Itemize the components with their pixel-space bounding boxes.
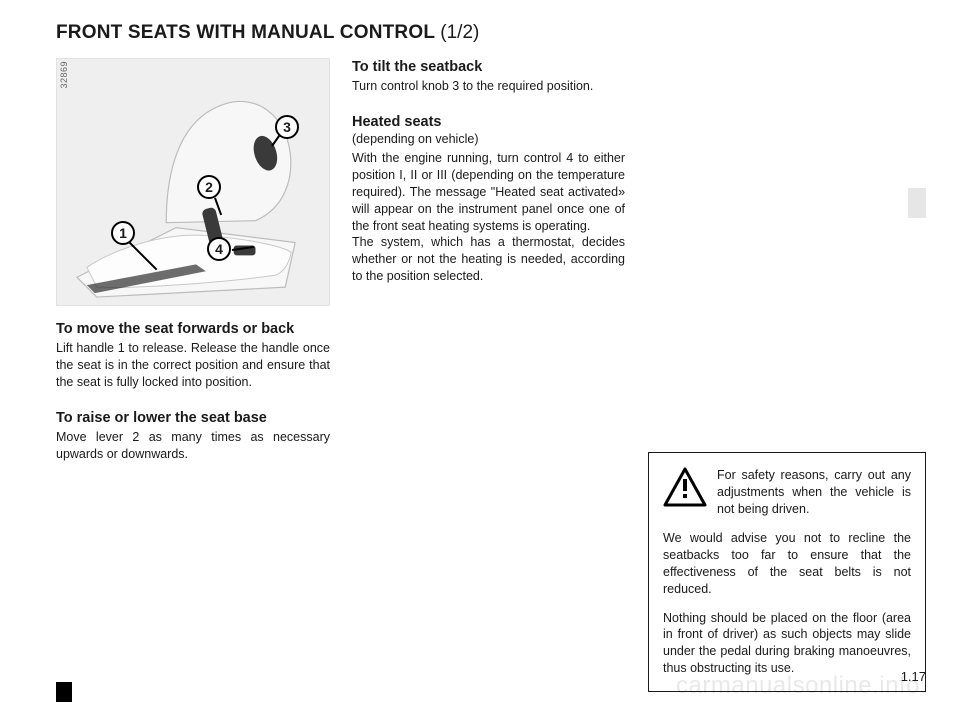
warning-p1: For safety reasons, carry out any adjust…: [717, 467, 911, 518]
page-title-suffix: (1/2): [440, 22, 479, 43]
section-body-heated: With the engine running, turn control 4 …: [352, 150, 625, 285]
callout-2: 2: [197, 175, 221, 199]
callout-4: 4: [207, 237, 231, 261]
warning-first-row: For safety reasons, carry out any adjust…: [663, 467, 911, 518]
column-left: 32869 1: [56, 58, 330, 692]
column-right: For safety reasons, carry out any adjust…: [647, 58, 926, 692]
column-middle: To tilt the seatback Turn control knob 3…: [352, 58, 625, 692]
section-title-heated: Heated seats: [352, 113, 625, 131]
figure-tag: 32869: [59, 61, 69, 89]
section-body-move: Lift handle 1 to release. Release the ha…: [56, 340, 330, 391]
footer-mark: [56, 682, 72, 702]
side-tab: [908, 188, 926, 218]
seat-illustration: [57, 59, 329, 305]
page-title: FRONT SEATS WITH MANUAL CONTROL (1/2): [56, 22, 926, 44]
warning-p2: We would advise you not to recline the s…: [663, 530, 911, 598]
warning-triangle-icon: [663, 467, 707, 507]
page-title-main: FRONT SEATS WITH MANUAL CONTROL: [56, 22, 440, 43]
section-body-raise: Move lever 2 as many times as necessary …: [56, 429, 330, 463]
columns: 32869 1: [56, 58, 926, 692]
warning-p3: Nothing should be placed on the floor (a…: [663, 610, 911, 678]
section-body-tilt: Turn control knob 3 to the required posi…: [352, 78, 625, 95]
page-container: FRONT SEATS WITH MANUAL CONTROL (1/2) 32…: [0, 0, 960, 710]
seat-diagram: 32869 1: [56, 58, 330, 306]
section-title-raise: To raise or lower the seat base: [56, 409, 330, 427]
section-title-tilt: To tilt the seatback: [352, 58, 625, 76]
callout-1: 1: [111, 221, 135, 245]
warning-box: For safety reasons, carry out any adjust…: [648, 452, 926, 692]
section-sub-heated: (depending on vehicle): [352, 131, 625, 148]
callout-3: 3: [275, 115, 299, 139]
page-number: 1.17: [901, 669, 926, 684]
section-title-move: To move the seat forwards or back: [56, 320, 330, 338]
